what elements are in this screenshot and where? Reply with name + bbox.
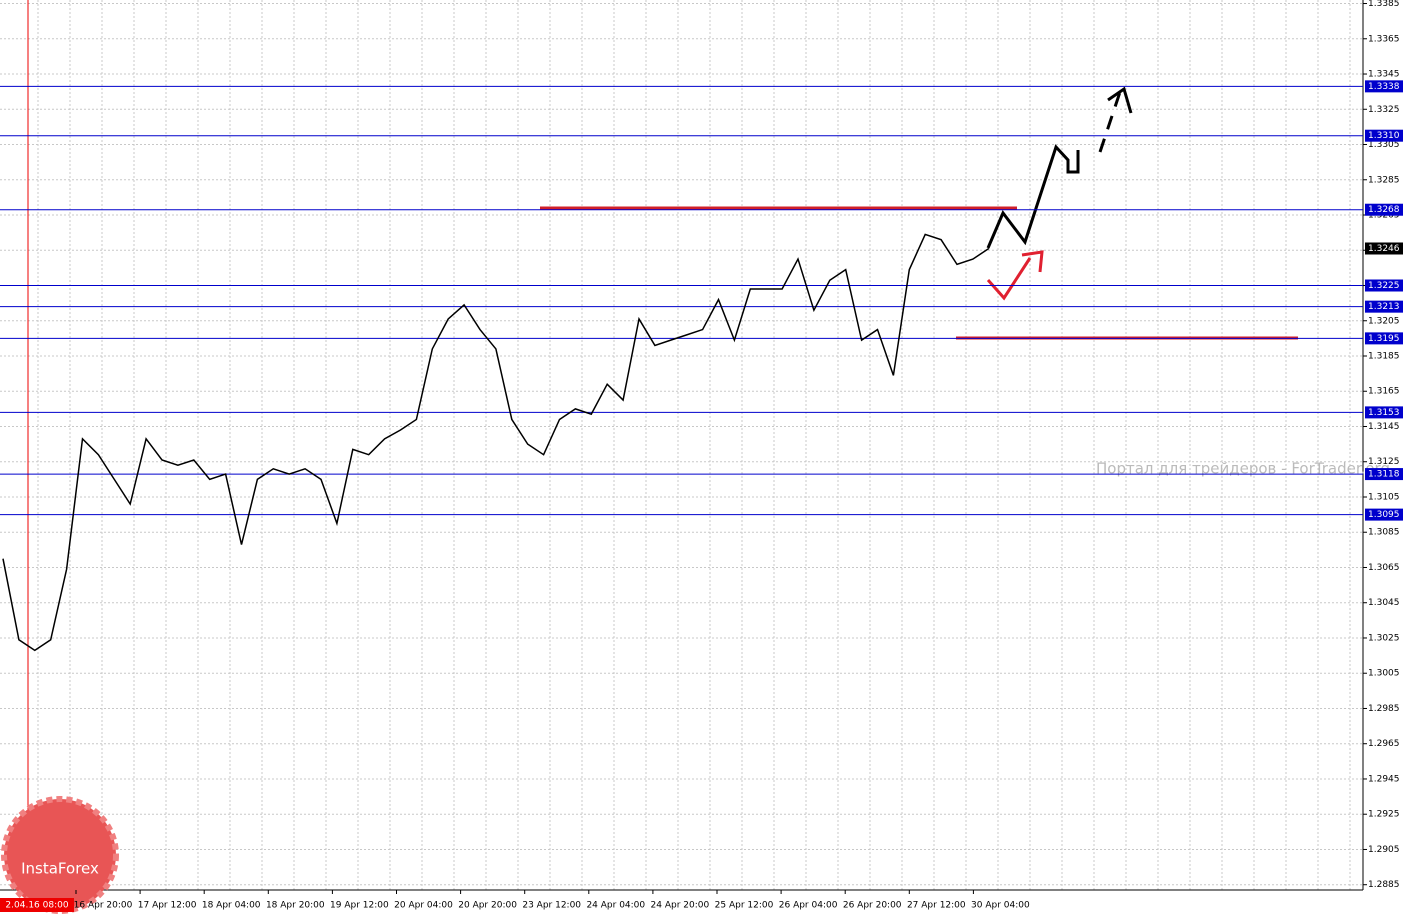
x-tick-label: 24 Apr 20:00	[651, 901, 710, 911]
y-tick-label: 1.2905	[1368, 845, 1400, 855]
x-tick-label: 26 Apr 20:00	[843, 901, 902, 911]
logo-text: InstaForex	[21, 860, 99, 878]
level-box	[1365, 129, 1403, 142]
level-label: 1.3095	[1368, 510, 1400, 520]
level-box	[1365, 279, 1403, 292]
level-label: 1.3310	[1368, 131, 1400, 141]
x-tick-label: 25 Apr 12:00	[715, 901, 774, 911]
x-tick-label: 17 Apr 12:00	[138, 901, 197, 911]
y-tick-label: 1.3285	[1368, 175, 1400, 185]
x-tick-label: 24 Apr 04:00	[586, 901, 645, 911]
price-line	[2, 233, 990, 652]
logo-badge	[1, 796, 119, 914]
level-label: 1.3268	[1368, 205, 1400, 215]
y-tick-label: 1.2925	[1368, 810, 1400, 820]
x-tick-label: 26 Apr 04:00	[779, 901, 838, 911]
x-tick-label: 23 Apr 12:00	[522, 901, 581, 911]
y-tick-label: 1.3125	[1368, 457, 1400, 467]
y-tick-label: 1.3145	[1368, 422, 1400, 432]
level-label: 1.3118	[1368, 470, 1400, 480]
x-tick-label: 19 Apr 12:00	[330, 901, 389, 911]
level-label: 1.3338	[1368, 82, 1400, 92]
x-tick-label: 16 Apr 20:00	[74, 901, 133, 911]
forecast-dashed	[1098, 91, 1122, 153]
level-box	[1365, 80, 1403, 93]
logo: InstaForex	[1, 796, 119, 914]
x-tick-label: 18 Apr 04:00	[202, 901, 261, 911]
level-label: 1.3153	[1368, 408, 1400, 418]
y-tick-label: 1.3085	[1368, 528, 1400, 538]
y-tick-label: 1.3025	[1368, 633, 1400, 643]
y-tick-label: 1.3165	[1368, 387, 1400, 397]
x-tick-label: 20 Apr 04:00	[394, 901, 453, 911]
level-box	[1365, 203, 1403, 216]
current-price-box	[1365, 242, 1403, 255]
alt-arrowhead	[1021, 250, 1044, 273]
y-tick-label: 1.3205	[1368, 316, 1400, 326]
level-label: 1.3213	[1368, 302, 1400, 312]
y-tick-label: 1.2945	[1368, 774, 1400, 784]
y-tick-label: 1.3005	[1368, 669, 1400, 679]
level-box	[1365, 332, 1403, 345]
y-tick-label: 1.3045	[1368, 598, 1400, 608]
y-tick-label: 1.3065	[1368, 563, 1400, 573]
y-tick-label: 1.3185	[1368, 352, 1400, 362]
current-price-label: 1.3246	[1368, 244, 1400, 254]
y-tick-label: 1.3345	[1368, 70, 1400, 80]
level-box	[1365, 300, 1403, 313]
watermark: Портал для трейдеров - ForTrader.org	[1096, 460, 1390, 478]
level-label: 1.3195	[1368, 334, 1400, 344]
y-tick-label: 1.3105	[1368, 492, 1400, 502]
y-tick-label: 1.3305	[1368, 140, 1400, 150]
y-tick-label: 1.2965	[1368, 739, 1400, 749]
cursor-box	[0, 898, 74, 912]
y-tick-label: 1.3385	[1368, 0, 1400, 9]
x-tick-label: 27 Apr 12:00	[907, 901, 966, 911]
y-tick-label: 1.3365	[1368, 34, 1400, 44]
y-tick-label: 1.2885	[1368, 880, 1400, 890]
forecast-arrowhead	[1107, 86, 1133, 114]
forecast-arrow	[986, 144, 1080, 249]
x-tick-label: 30 Apr 04:00	[971, 901, 1030, 911]
x-tick-label: 20 Apr 20:00	[458, 901, 517, 911]
level-box	[1365, 508, 1403, 521]
level-box	[1365, 468, 1403, 481]
level-box	[1365, 406, 1403, 419]
x-tick-label: 18 Apr 20:00	[266, 901, 325, 911]
y-tick-label: 1.3325	[1368, 105, 1400, 115]
level-label: 1.3225	[1368, 281, 1400, 291]
cursor-label: 2.04.16 08:00	[5, 901, 68, 911]
y-tick-label: 1.2985	[1368, 704, 1400, 714]
